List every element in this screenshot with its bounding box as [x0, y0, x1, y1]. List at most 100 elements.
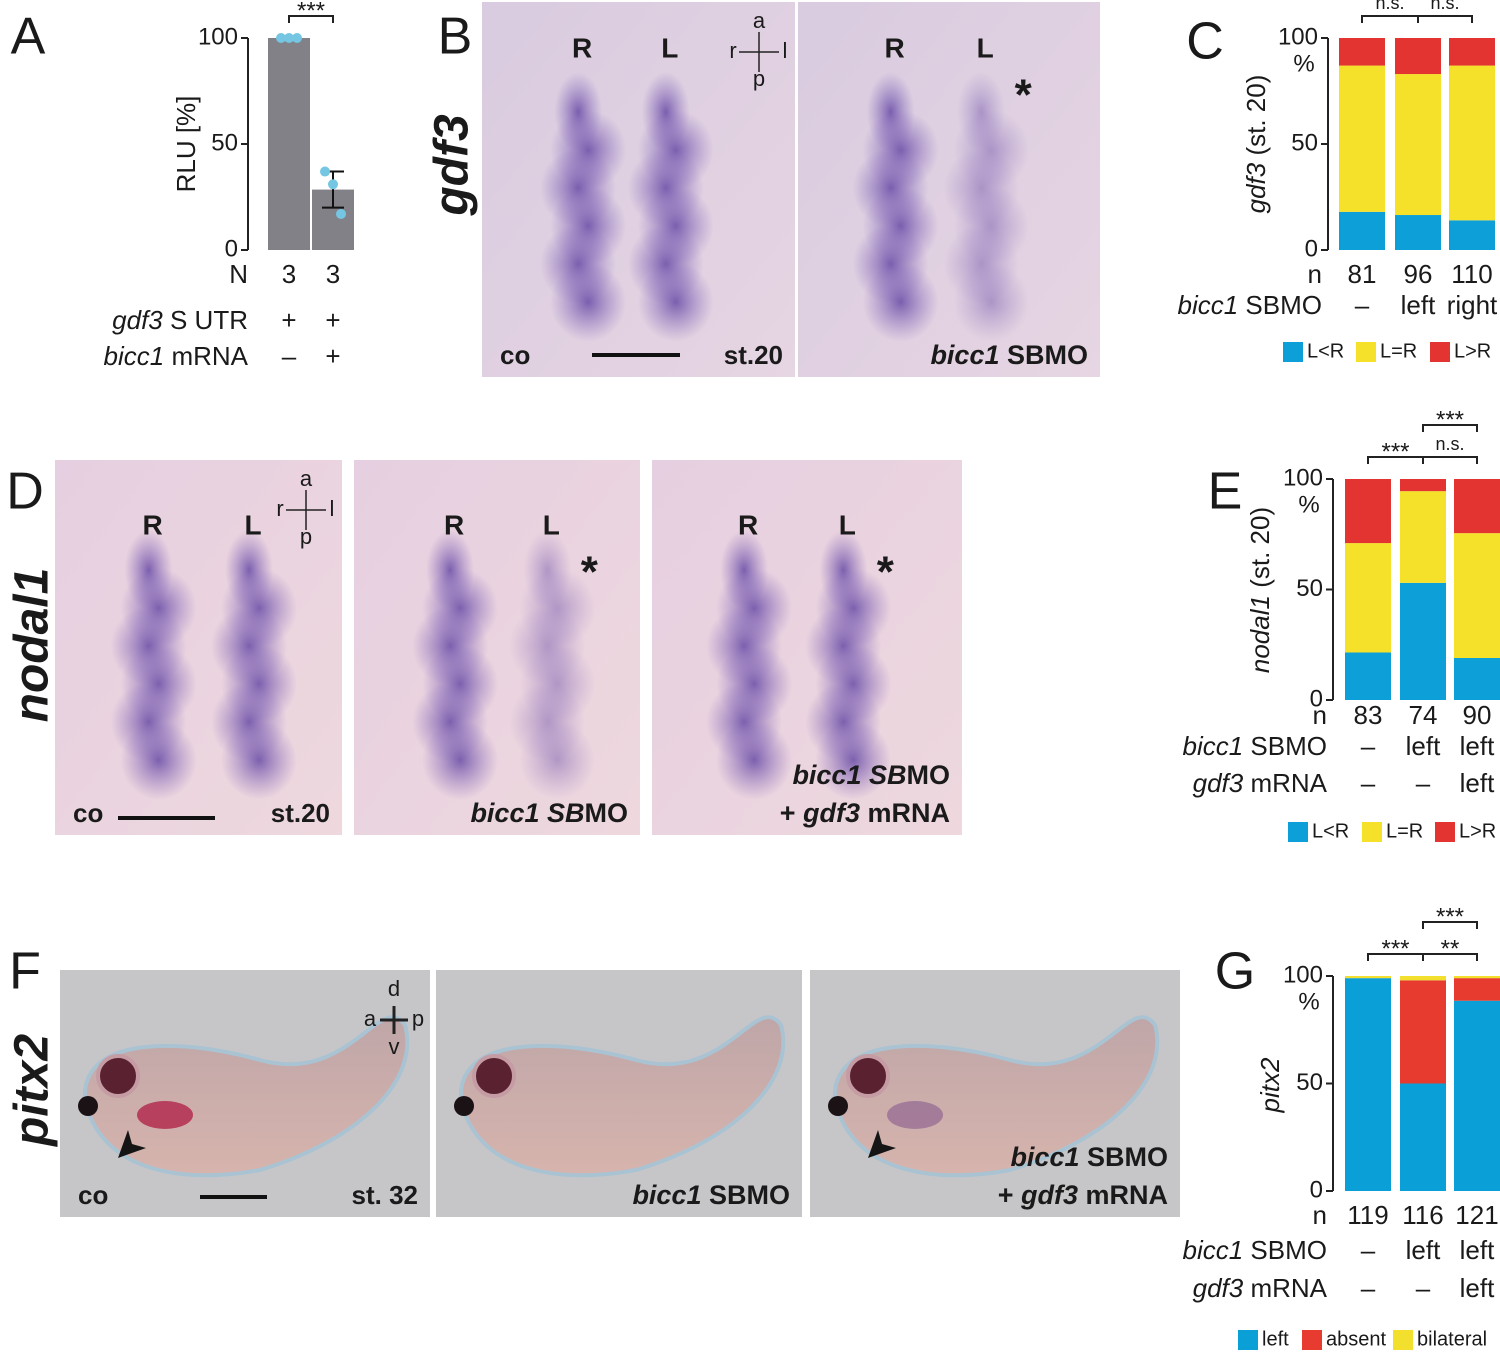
stain: [120, 720, 197, 800]
significance-bracket: [288, 15, 334, 23]
bar-segment: [1339, 211, 1385, 250]
compass-label: a: [300, 466, 313, 491]
caption-part: MO: [907, 760, 951, 790]
bar-segment: [1454, 1000, 1500, 1191]
row-value: 90: [1463, 700, 1492, 730]
stain: [519, 720, 596, 800]
gene-label: nodal1: [6, 568, 59, 723]
compass-label: r: [729, 38, 736, 63]
side-marker: L: [244, 509, 261, 540]
pitx2-stain: [137, 1101, 193, 1129]
legend-swatch: [1362, 822, 1382, 842]
panel-letter: E: [1208, 463, 1243, 521]
significance-bracket: [1422, 456, 1478, 464]
y-tick-label: 0: [1310, 685, 1323, 712]
y-tick-label: 100: [1283, 464, 1323, 491]
y-tick-label: 100: [198, 23, 238, 50]
bar: [268, 38, 310, 250]
side-marker: R: [885, 32, 905, 63]
stain: [862, 262, 939, 342]
caption-right: st.20: [271, 798, 330, 828]
bar-segment: [1345, 978, 1391, 1191]
compass-label: p: [753, 66, 765, 91]
bar-segment: [1345, 976, 1391, 979]
caption-left: co: [78, 1180, 108, 1210]
caption-right: st.20: [724, 340, 783, 370]
caption-part: bicc1: [1010, 1142, 1079, 1172]
bar-segment: [1454, 533, 1500, 659]
bar-segment: [1400, 479, 1446, 492]
y-tick-label: 0: [225, 235, 238, 262]
y-tick-label: 50: [1291, 129, 1318, 156]
legend-label: absent: [1326, 1328, 1386, 1350]
row-label: bicc1 SBMO: [1183, 1235, 1328, 1265]
row-value: +: [325, 341, 340, 371]
significance-label: ***: [1381, 935, 1409, 962]
row-label: n: [1308, 259, 1322, 289]
compass-label: l: [330, 496, 335, 521]
embryo: [82, 1015, 410, 1178]
y-label: gdf3 (st. 20): [1241, 75, 1271, 214]
row-value: left: [1406, 731, 1441, 761]
y-label-part: nodal1: [1245, 595, 1275, 673]
y-label-part: RLU [%]: [171, 96, 201, 193]
bar-segment: [1339, 65, 1385, 212]
panel-letter: A: [11, 8, 46, 66]
gene-label: pitx2: [6, 1034, 59, 1148]
row-label: N: [229, 259, 248, 289]
significance-label: **: [1441, 935, 1460, 962]
row-label-part: mRNA: [164, 341, 248, 371]
row-label-part: n: [1313, 1200, 1327, 1230]
row-value: 74: [1409, 700, 1438, 730]
y-tick-label: 50: [1296, 575, 1323, 602]
data-point: [320, 166, 330, 177]
significance-label: ***: [1436, 903, 1464, 930]
row-label: gdf3 mRNA: [1193, 768, 1328, 798]
row-value: –: [1416, 768, 1431, 798]
significance-bracket: [1422, 424, 1478, 432]
panel-letter: D: [6, 463, 44, 521]
caption: bicc1 SBMO: [1010, 1142, 1168, 1172]
row-value: 3: [326, 259, 340, 289]
row-value: –: [1361, 1273, 1376, 1303]
data-point: [292, 33, 302, 43]
caption-part: SBMO: [999, 340, 1088, 370]
bar-segment: [1454, 479, 1500, 534]
arrowhead: [868, 1130, 896, 1158]
cement-gland: [828, 1096, 848, 1116]
eye: [846, 1054, 890, 1098]
row-label-part: mRNA: [1243, 1273, 1327, 1303]
y-unit: %: [1298, 491, 1319, 518]
row-label-part: SBMO: [1238, 290, 1322, 320]
stain: [815, 720, 892, 800]
row-label-part: gdf3: [1193, 768, 1244, 798]
data-point: [336, 208, 346, 219]
significance-label: n.s.: [1430, 0, 1459, 13]
row-label-part: SBMO: [1243, 731, 1327, 761]
bar-segment: [1400, 491, 1446, 583]
bar-segment: [1449, 220, 1495, 250]
side-marker: L: [839, 509, 856, 540]
row-value: left: [1460, 1235, 1495, 1265]
caption-part: +: [998, 1180, 1021, 1210]
pitx2-stain: [887, 1101, 943, 1129]
bar-segment: [1400, 976, 1446, 981]
legend-label: L=R: [1386, 820, 1423, 842]
caption-right: st. 32: [352, 1180, 419, 1210]
data-point: [328, 179, 338, 190]
legend-label: L>R: [1459, 820, 1496, 842]
caption-part: bicc1: [632, 1180, 701, 1210]
side-marker: R: [738, 509, 758, 540]
row-label-part: S UTR: [163, 305, 248, 335]
row-value: left: [1406, 1235, 1441, 1265]
stain: [221, 720, 298, 800]
y-tick-label: 0: [1305, 235, 1318, 262]
row-label-part: bicc1: [104, 341, 165, 371]
y-tick-label: 100: [1278, 23, 1318, 50]
significance-bracket: [1422, 953, 1478, 961]
bar-segment: [1400, 980, 1446, 1084]
y-label: nodal1 (st. 20): [1245, 507, 1275, 673]
y-tick-label: 0: [1310, 1176, 1323, 1203]
caption-part: mRNA: [860, 798, 950, 828]
side-marker: L: [543, 509, 560, 540]
